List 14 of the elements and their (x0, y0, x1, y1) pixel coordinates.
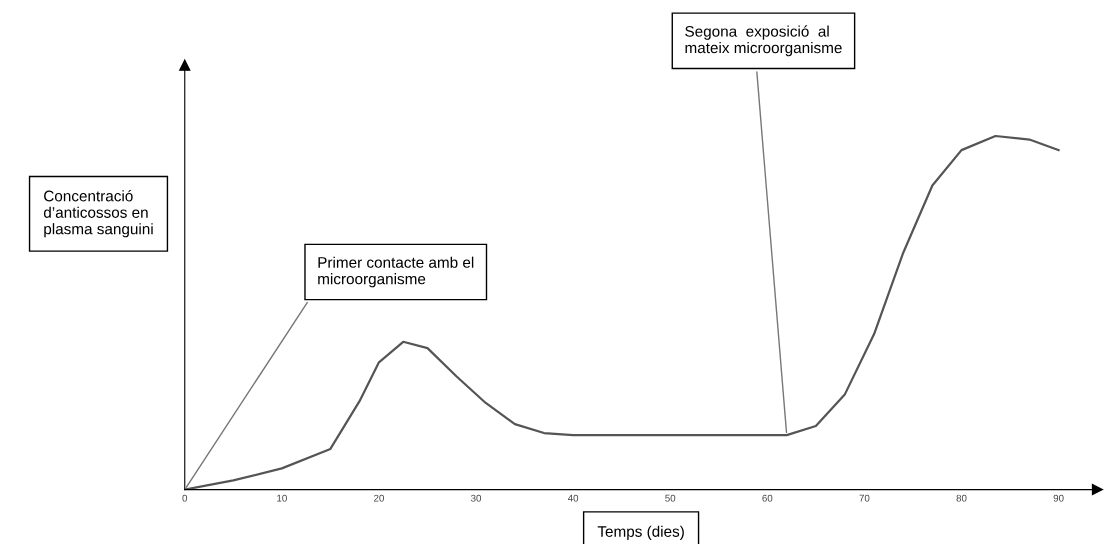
x-tick-label: 30 (471, 494, 482, 502)
y-axis-title: Concentració d’anticossos en plasma sanguini (43, 190, 153, 238)
x-tick-label: 80 (956, 494, 967, 502)
annotation: Segona exposició al mateix microorganisme (685, 25, 842, 57)
x-tick-label: 50 (665, 494, 676, 502)
x-tick-label: 90 (1053, 494, 1064, 502)
x-tick-label: 60 (762, 494, 773, 502)
x-tick-label: 10 (277, 494, 287, 502)
x-axis-title: Temps (dies) (597, 525, 684, 540)
x-tick-label: 0 (182, 494, 188, 502)
x-tick-label: 40 (567, 494, 579, 502)
x-tick-label: 20 (374, 494, 384, 502)
x-tick-label: 70 (859, 494, 870, 502)
annotation: Primer contacte amb el microorganisme (318, 256, 474, 288)
